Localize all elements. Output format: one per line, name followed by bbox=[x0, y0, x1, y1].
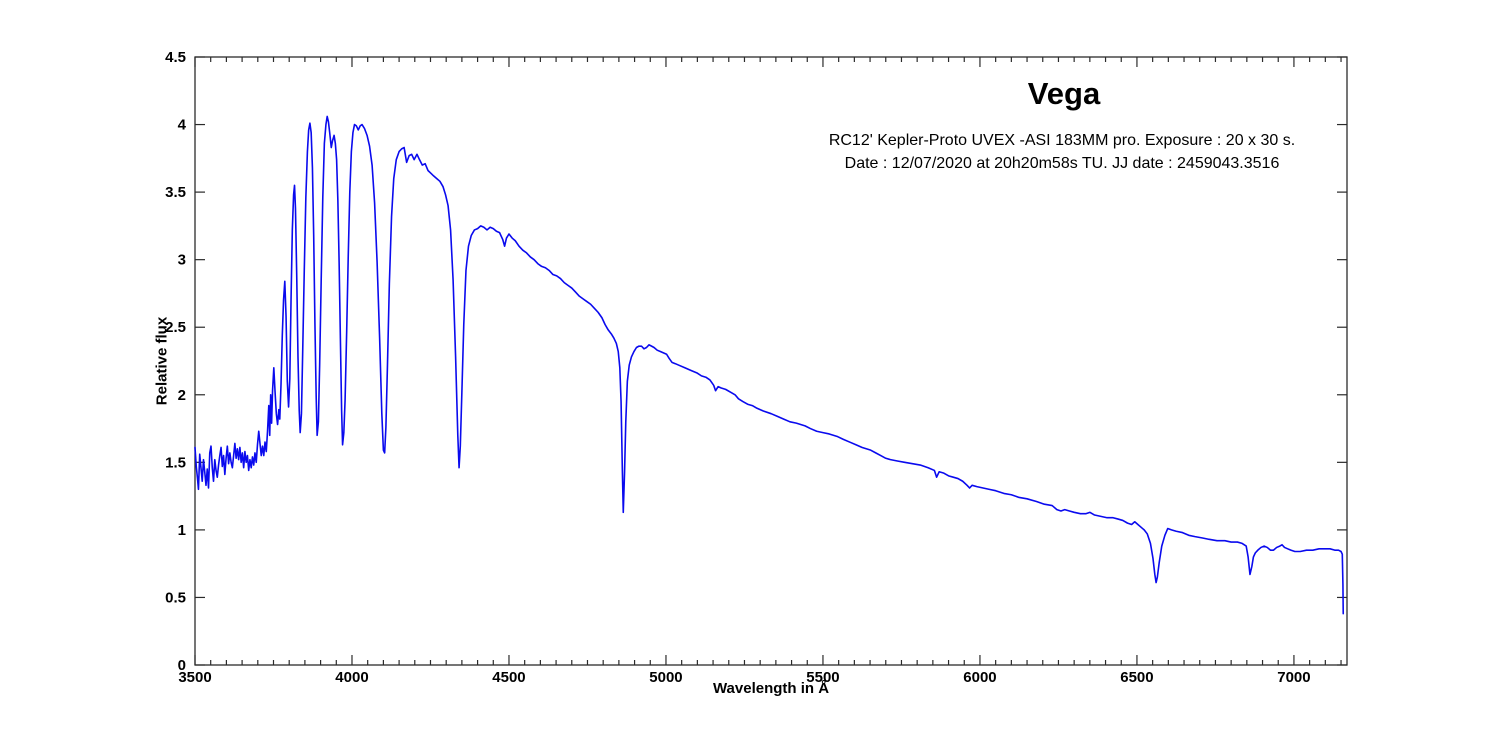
x-tick-label: 6000 bbox=[963, 669, 996, 686]
plot-box bbox=[194, 56, 1348, 666]
y-tick-label: 1 bbox=[178, 522, 186, 539]
y-tick-label: 0.5 bbox=[165, 589, 186, 606]
y-tick-label: 4.5 bbox=[165, 49, 186, 66]
x-axis-title: Wavelength in Å bbox=[712, 680, 830, 697]
y-axis-title: Relative flux bbox=[153, 316, 171, 406]
x-tick-label: 3500 bbox=[178, 669, 211, 686]
chart-title: Vega bbox=[1027, 76, 1101, 111]
chart-subtitle-line2: Date : 12/07/2020 at 20h20m58s TU. JJ da… bbox=[844, 155, 1280, 172]
y-tick-label: 2.5 bbox=[165, 319, 186, 336]
y-tick-label: 0 bbox=[178, 657, 186, 674]
x-tick-label: 5500 bbox=[806, 669, 839, 686]
y-tick-label: 3 bbox=[178, 252, 186, 269]
y-tick-label: 1.5 bbox=[165, 454, 186, 471]
x-tick-label: 4500 bbox=[492, 669, 525, 686]
x-tick-label: 4000 bbox=[335, 669, 368, 686]
x-tick-label: 5000 bbox=[649, 669, 682, 686]
chart-subtitle-line1: RC12' Kepler-Proto UVEX -ASI 183MM pro. … bbox=[828, 132, 1296, 149]
spectrum-line bbox=[194, 115, 1345, 615]
x-tick-label: 7000 bbox=[1277, 669, 1310, 686]
y-tick-label: 4 bbox=[178, 117, 187, 134]
x-tick-label: 6500 bbox=[1120, 669, 1153, 686]
y-tick-label: 3.5 bbox=[165, 184, 186, 201]
y-tick-label: 2 bbox=[178, 387, 186, 404]
